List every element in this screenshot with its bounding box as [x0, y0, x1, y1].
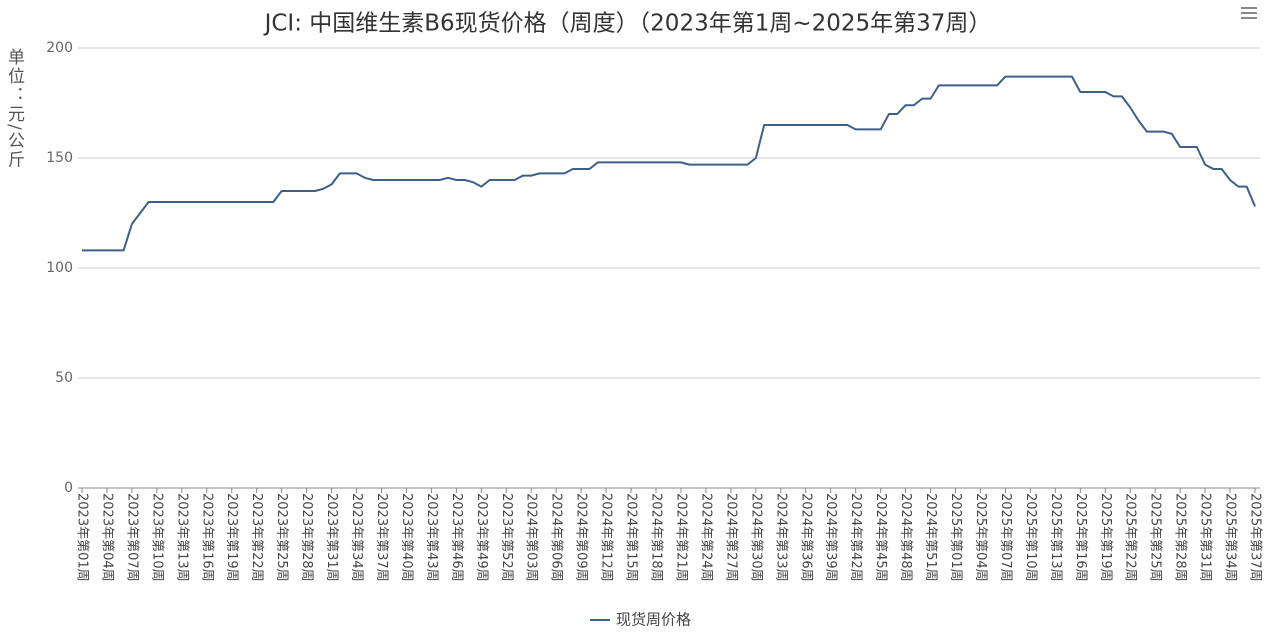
x-tick-label: 2025年第37周 — [1248, 493, 1263, 582]
x-tick-label: 2024年第36周 — [798, 493, 813, 582]
x-tick-label: 2024年第15周 — [624, 493, 639, 582]
x-tick-label: 2024年第09周 — [574, 493, 589, 582]
series-line — [82, 75, 1256, 252]
x-tick-label: 2023年第07周 — [124, 493, 139, 582]
x-tick-label: 2023年第37周 — [374, 493, 389, 582]
x-tick-label: 2024年第18周 — [649, 493, 664, 582]
x-tick-label: 2025年第16周 — [1073, 493, 1088, 582]
x-tick-label: 2023年第04周 — [99, 493, 114, 582]
x-tick-label: 2024年第33周 — [773, 493, 788, 582]
x-tick-label: 2025年第10周 — [1023, 493, 1038, 582]
x-tick-label: 2025年第01周 — [948, 493, 963, 582]
y-tick-label: 50 — [55, 370, 73, 386]
x-tick-label: 2024年第12周 — [599, 493, 614, 582]
x-tick-label: 2023年第22周 — [249, 493, 264, 582]
x-tick-label: 2024年第30周 — [748, 493, 763, 582]
x-tick-label: 2024年第24周 — [698, 493, 713, 582]
y-tick-label: 150 — [46, 150, 73, 166]
x-tick-label: 2023年第43周 — [424, 493, 439, 582]
y-axis-label: 单位：元/公斤 — [4, 48, 25, 170]
x-tick-label: 2023年第52周 — [499, 493, 514, 582]
x-tick-label: 2023年第49周 — [474, 493, 489, 582]
y-tick-label: 0 — [64, 480, 73, 496]
x-tick-label: 2023年第13周 — [174, 493, 189, 582]
x-tick-label: 2025年第31周 — [1198, 493, 1213, 582]
x-tick-label: 2023年第16周 — [199, 493, 214, 582]
x-tick-label: 2023年第40周 — [399, 493, 414, 582]
menu-icon[interactable] — [1241, 7, 1257, 19]
x-tick-label: 2025年第07周 — [998, 493, 1013, 582]
x-tick-label: 2023年第25周 — [274, 493, 289, 582]
x-tick-label: 2023年第34周 — [349, 493, 364, 582]
x-tick-label: 2025年第13周 — [1048, 493, 1063, 582]
x-tick-label: 2024年第48周 — [898, 493, 913, 582]
x-tick-label: 2025年第34周 — [1223, 493, 1238, 582]
x-tick-label: 2024年第51周 — [923, 493, 938, 582]
x-tick-label: 2024年第21周 — [673, 493, 688, 582]
x-tick-label: 2024年第27周 — [723, 493, 738, 582]
y-tick-label: 100 — [46, 260, 73, 276]
x-tick-label: 2023年第31周 — [324, 493, 339, 582]
x-tick-label: 2025年第25周 — [1148, 493, 1163, 582]
x-tick-label: 2023年第01周 — [75, 493, 90, 582]
chart-title: JCI: 中国维生素B6现货价格（周度）（2023年第1周~2025年第37周） — [263, 11, 992, 37]
x-tick-label: 2025年第19周 — [1098, 493, 1113, 582]
x-tick-label: 2025年第22周 — [1123, 493, 1138, 582]
y-tick-label: 200 — [46, 40, 73, 56]
x-tick-label: 2024年第06周 — [549, 493, 564, 582]
x-tick-label: 2023年第19周 — [224, 493, 239, 582]
x-tick-label: 2024年第03周 — [524, 493, 539, 582]
x-tick-label: 2023年第46周 — [449, 493, 464, 582]
legend-label: 现货周价格 — [616, 611, 691, 629]
x-tick-label: 2025年第04周 — [973, 493, 988, 582]
x-tick-label: 2023年第28周 — [299, 493, 314, 582]
x-tick-label: 2024年第45周 — [873, 493, 888, 582]
x-tick-label: 2025年第28周 — [1173, 493, 1188, 582]
x-tick-label: 2024年第42周 — [848, 493, 863, 582]
x-tick-label: 2024年第39周 — [823, 493, 838, 582]
x-tick-label: 2023年第10周 — [149, 493, 164, 582]
